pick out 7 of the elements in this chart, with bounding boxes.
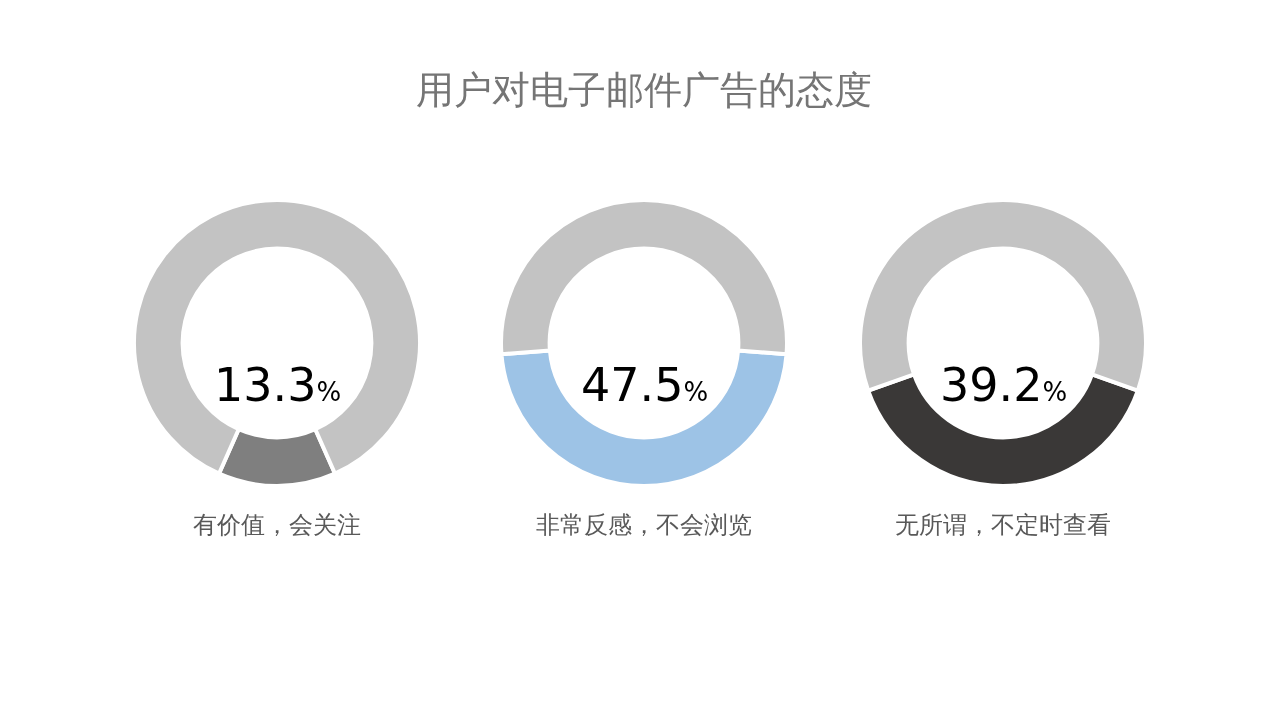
chart-title: 用户对电子邮件广告的态度 xyxy=(416,68,872,112)
slice-label: 有价值，会关注 xyxy=(193,511,361,539)
data-label: 39.2% xyxy=(940,358,1068,412)
slice-label: 无所谓，不定时查看 xyxy=(895,511,1111,539)
slice-label: 非常反感，不会浏览 xyxy=(536,511,752,539)
data-label: 47.5% xyxy=(581,358,709,412)
data-label: 13.3% xyxy=(214,358,342,412)
